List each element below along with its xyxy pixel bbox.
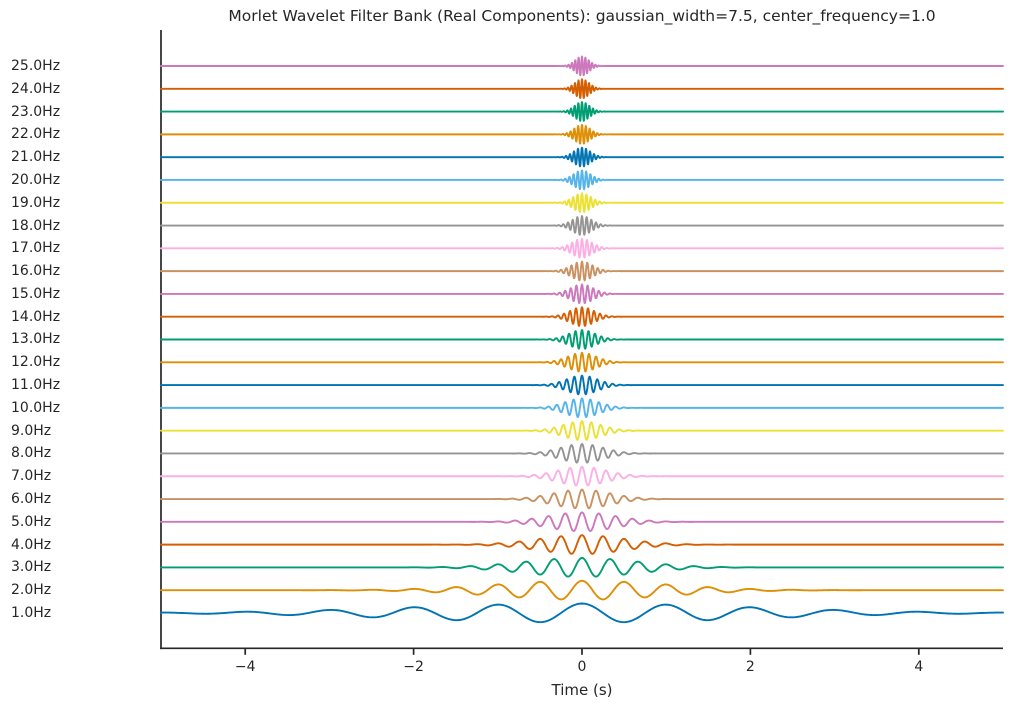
y-axis-label: 10.0Hz (11, 399, 61, 416)
y-axis-label: 15.0Hz (11, 285, 61, 302)
y-axis-label: 1.0Hz (11, 605, 52, 621)
wavelet-line-5.0hz (160, 511, 1004, 532)
wavelet-line-24.0hz (160, 78, 1004, 99)
y-axis-label: 5.0Hz (11, 513, 52, 530)
y-axis-label: 18.0Hz (11, 217, 61, 234)
wavelet-line-25.0hz (160, 55, 1004, 77)
y-axis-label: 7.0Hz (11, 468, 52, 485)
x-tick-label: 2 (745, 659, 755, 675)
y-axis-label: 6.0Hz (11, 491, 52, 508)
x-tick-label: 4 (914, 659, 924, 675)
y-axis-label: 19.0Hz (11, 194, 61, 211)
y-axis-label: 2.0Hz (11, 582, 52, 599)
chart-title: Morlet Wavelet Filter Bank (Real Compone… (228, 7, 936, 25)
wavelet-line-17.0hz (160, 237, 1004, 259)
wavelet-line-2.0hz (160, 579, 1004, 601)
wavelet-line-15.0hz (160, 283, 1004, 305)
wavelet-line-13.0hz (160, 329, 1004, 350)
wavelet-line-9.0hz (160, 420, 1004, 441)
wavelet-line-11.0hz (160, 374, 1004, 396)
y-axis-label: 16.0Hz (11, 263, 61, 280)
y-axis-label: 20.0Hz (11, 171, 61, 188)
wavelet-line-12.0hz (160, 351, 1004, 373)
wavelet-line-18.0hz (160, 215, 1004, 236)
y-axis-label: 3.0Hz (11, 559, 52, 576)
wavelet-line-20.0hz (160, 169, 1004, 191)
wavelet-line-4.0hz (160, 534, 1004, 555)
x-axis-label: Time (s) (551, 681, 613, 699)
wavelet-line-10.0hz (160, 397, 1004, 419)
y-axis-label: 22.0Hz (11, 126, 61, 143)
wavelet-line-19.0hz (160, 192, 1004, 213)
y-axis-label: 14.0Hz (11, 308, 61, 325)
y-axis-label: 12.0Hz (11, 354, 61, 371)
y-axis-label: 21.0Hz (11, 149, 61, 166)
x-tick-label: −2 (403, 659, 424, 675)
wavelet-line-16.0hz (160, 260, 1004, 282)
y-axis-label: 11.0Hz (11, 377, 61, 394)
wavelet-line-3.0hz (160, 556, 1004, 578)
y-axis-label: 4.0Hz (11, 536, 52, 553)
wavelet-line-8.0hz (160, 443, 1004, 464)
wavelet-line-21.0hz (160, 146, 1004, 168)
y-axis-label: 24.0Hz (11, 80, 61, 97)
y-axis-label: 8.0Hz (11, 445, 52, 462)
y-axis-label: 17.0Hz (11, 240, 61, 257)
wavelet-line-14.0hz (160, 306, 1004, 327)
wavelet-line-23.0hz (160, 101, 1004, 122)
wavelet-line-7.0hz (160, 465, 1004, 487)
y-axis-label: 23.0Hz (11, 103, 61, 120)
wavelet-line-1.0hz (160, 602, 1004, 624)
y-axis-label: 25.0Hz (11, 57, 61, 74)
wavelet-line-22.0hz (160, 123, 1004, 145)
y-axis-label: 13.0Hz (11, 331, 61, 348)
x-tick-label: 0 (577, 659, 587, 675)
y-axis-label: 9.0Hz (11, 422, 52, 439)
wavelet-line-6.0hz (160, 488, 1004, 510)
x-tick-label: −4 (234, 659, 256, 675)
